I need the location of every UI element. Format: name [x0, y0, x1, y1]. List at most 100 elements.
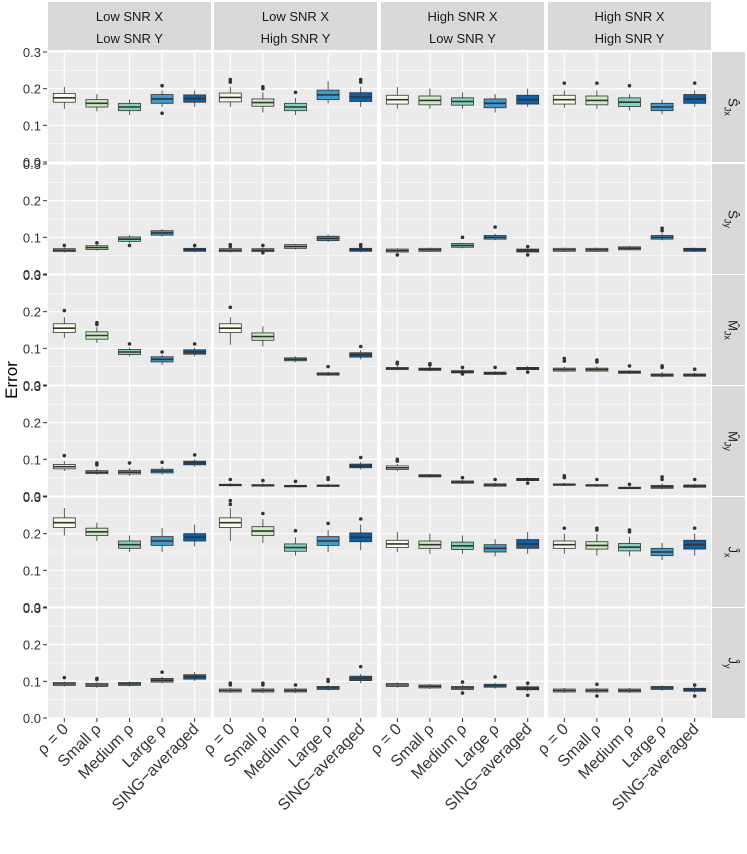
- row-strip-subscript: x: [723, 553, 733, 558]
- boxplot-4: [683, 683, 707, 698]
- boxplot-2: [451, 535, 474, 554]
- outlier-point: [525, 693, 530, 698]
- outlier-point: [62, 243, 67, 248]
- boxplot-0: [552, 474, 576, 487]
- outlier-point: [525, 681, 530, 685]
- boxplot-4: [349, 517, 373, 551]
- outlier-point: [627, 482, 632, 487]
- boxplot-3: [483, 539, 507, 557]
- boxplot-0: [52, 243, 76, 253]
- boxplot-0: [552, 356, 576, 372]
- outlier-point: [228, 305, 233, 310]
- outlier-point: [95, 676, 99, 681]
- boxplot-4: [183, 342, 207, 357]
- boxplot-3: [316, 234, 340, 243]
- boxplot-2: [118, 461, 141, 476]
- outlier-point: [460, 235, 465, 240]
- boxplot-0: [385, 86, 409, 109]
- boxplot-3: [483, 225, 507, 241]
- boxplot-2: [284, 528, 307, 556]
- boxplot-1: [85, 94, 109, 112]
- outlier-point: [228, 498, 233, 503]
- outlier-point: [692, 81, 697, 85]
- boxplot-0: [218, 77, 242, 107]
- outlier-point: [95, 241, 99, 245]
- row-strip-label: Ĵy: [723, 658, 741, 670]
- boxplot-1: [585, 477, 609, 487]
- facet-panel: [381, 163, 544, 275]
- y-tick-label: 0.0: [23, 711, 41, 726]
- y-tick-label: 0.1: [23, 341, 41, 356]
- facet-panel: [214, 51, 377, 163]
- boxplot-2: [451, 680, 474, 695]
- y-tick-label: 0.1: [23, 118, 41, 133]
- y-tick-label: 0.0: [23, 267, 41, 282]
- boxplot-0: [218, 477, 242, 487]
- boxplot-0: [385, 457, 409, 472]
- facet-panel: [381, 51, 544, 163]
- boxplot-2: [618, 83, 641, 111]
- boxplot-3: [150, 350, 174, 365]
- facet-panel: [48, 274, 211, 386]
- boxplot-1: [251, 326, 275, 347]
- outlier-point: [160, 350, 164, 354]
- outlier-point: [192, 342, 197, 346]
- boxplot-0: [552, 81, 576, 108]
- row-strip-label: ŜJy: [723, 210, 741, 228]
- outlier-point: [460, 680, 465, 684]
- y-tick-label: 0.3: [23, 490, 41, 505]
- outlier-point: [293, 90, 298, 95]
- boxplot-4: [516, 365, 540, 374]
- boxplot-1: [85, 320, 109, 343]
- column-strip-line1: High SNR X: [427, 9, 497, 24]
- y-tick-label: 0.1: [23, 563, 41, 578]
- boxplot-3: [316, 521, 340, 552]
- row-strip: [712, 275, 745, 385]
- column-strip: [48, 2, 211, 50]
- boxplot-1: [585, 682, 609, 698]
- outlier-point: [460, 475, 465, 480]
- boxplot-1: [251, 85, 275, 113]
- boxplot-0: [52, 675, 76, 687]
- outlier-point: [261, 681, 265, 685]
- boxplot-2: [618, 528, 641, 557]
- column-strip-line2: High SNR Y: [261, 31, 331, 46]
- boxplot-4: [683, 477, 707, 488]
- y-tick-label: 0.3: [23, 157, 41, 172]
- column-strip-line1: Low SNR X: [96, 9, 164, 24]
- boxplot-2: [118, 681, 141, 687]
- outlier-point: [228, 477, 233, 482]
- boxplot-2: [451, 92, 474, 109]
- outlier-point: [428, 361, 432, 366]
- boxplot-1: [418, 474, 442, 478]
- y-tick-label: 0.0: [23, 600, 41, 615]
- y-tick-label: 0.2: [23, 416, 41, 431]
- boxplot-4: [183, 243, 207, 253]
- boxplot-4: [349, 664, 373, 684]
- boxplot-2: [618, 687, 641, 694]
- outlier-point: [293, 479, 298, 484]
- facet-panel: [48, 51, 211, 163]
- outlier-point: [62, 308, 67, 313]
- outlier-point: [293, 528, 298, 533]
- outlier-point: [326, 677, 330, 682]
- facet-panel: [214, 163, 377, 275]
- row-strip: [712, 497, 745, 607]
- boxplot-4: [349, 242, 373, 253]
- outlier-point: [660, 228, 664, 233]
- y-tick-label: 0.2: [23, 527, 41, 542]
- row-strip-symbol: M̂: [726, 431, 741, 442]
- boxplot-0: [385, 682, 409, 688]
- outlier-point: [692, 683, 697, 687]
- row-strip: [712, 52, 745, 162]
- outlier-point: [692, 526, 697, 530]
- outlier-point: [228, 77, 233, 82]
- boxplot-4: [516, 477, 540, 485]
- boxplot-1: [85, 461, 109, 475]
- facet-panel: [48, 385, 211, 497]
- row-strip-subscript: Jy: [723, 219, 733, 229]
- boxplot-2: [118, 342, 141, 357]
- boxplot-4: [183, 453, 207, 467]
- outlier-point: [595, 682, 599, 687]
- y-tick-label: 0.3: [23, 601, 41, 616]
